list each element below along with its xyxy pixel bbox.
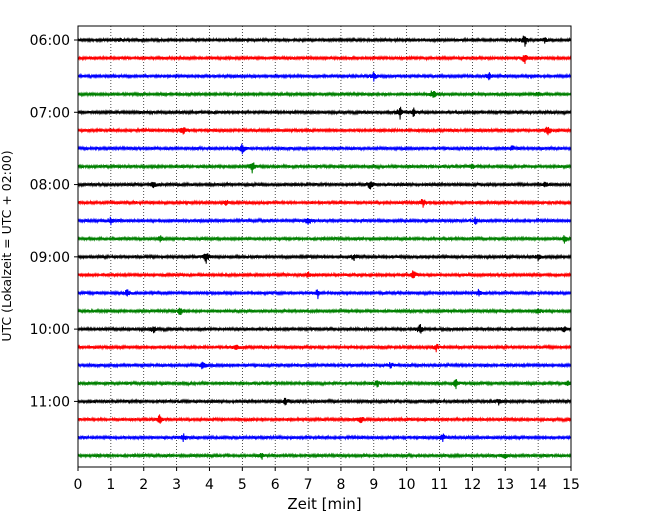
trace-07-45 [77, 162, 572, 174]
x-tick-label: 4 [205, 477, 214, 493]
x-tick-label: 8 [336, 477, 345, 493]
trace-06-15 [77, 54, 572, 64]
y-axis-ticks: 06:00 07:00 08:00 09:00 10:00 11:00 [30, 33, 78, 410]
trace-07-30 [77, 143, 572, 155]
trace-09-00 [77, 253, 572, 264]
trace-10-45 [77, 379, 572, 390]
trace-10-30 [77, 361, 572, 370]
x-tick-label: 13 [496, 477, 514, 493]
x-tick-label: 3 [172, 477, 181, 493]
trace-09-15 [77, 270, 572, 279]
y-tick-label: 08:00 [30, 178, 70, 194]
seismic-traces [77, 35, 572, 460]
x-tick-label: 0 [74, 477, 83, 493]
trace-06-30 [77, 71, 572, 82]
x-tick-label: 1 [106, 477, 115, 493]
x-tick-label: 14 [529, 477, 547, 493]
trace-06-00 [77, 35, 572, 47]
trace-06-45 [77, 90, 572, 98]
y-tick-label: 10:00 [30, 322, 70, 338]
y-axis-label: UTC (Lokalzeit = UTC + 02:00) [0, 150, 14, 341]
trace-11-15 [77, 414, 572, 424]
trace-09-45 [77, 307, 572, 316]
trace-07-15 [77, 126, 572, 136]
x-tick-label: 12 [463, 477, 481, 493]
x-tick-label: 10 [398, 477, 416, 493]
x-tick-label: 2 [139, 477, 148, 493]
x-tick-label: 5 [238, 477, 247, 493]
y-tick-label: 11:00 [30, 394, 70, 410]
trace-07-00 [77, 106, 572, 120]
trace-08-30 [77, 216, 572, 226]
x-axis-label: Zeit [min] [287, 495, 361, 513]
x-axis-ticks: 0 1 2 3 4 5 6 7 8 9 10 11 12 13 14 15 [74, 467, 580, 493]
trace-11-45 [77, 452, 572, 460]
trace-11-00 [77, 397, 572, 406]
x-tick-label: 7 [304, 477, 313, 493]
trace-08-00 [77, 181, 572, 190]
plot-frame [77, 25, 572, 468]
trace-10-15 [77, 343, 572, 353]
x-tick-label: 6 [271, 477, 280, 493]
trace-10-00 [77, 323, 572, 334]
trace-08-15 [77, 198, 572, 208]
trace-11-30 [77, 433, 572, 443]
x-tick-label: 9 [369, 477, 378, 493]
y-tick-label: 09:00 [30, 250, 70, 266]
x-tick-label: 11 [431, 477, 449, 493]
trace-08-45 [77, 235, 572, 244]
trace-09-30 [77, 288, 572, 300]
y-tick-label: 06:00 [30, 33, 70, 49]
y-tick-label: 07:00 [30, 105, 70, 121]
x-tick-label: 15 [562, 477, 580, 493]
